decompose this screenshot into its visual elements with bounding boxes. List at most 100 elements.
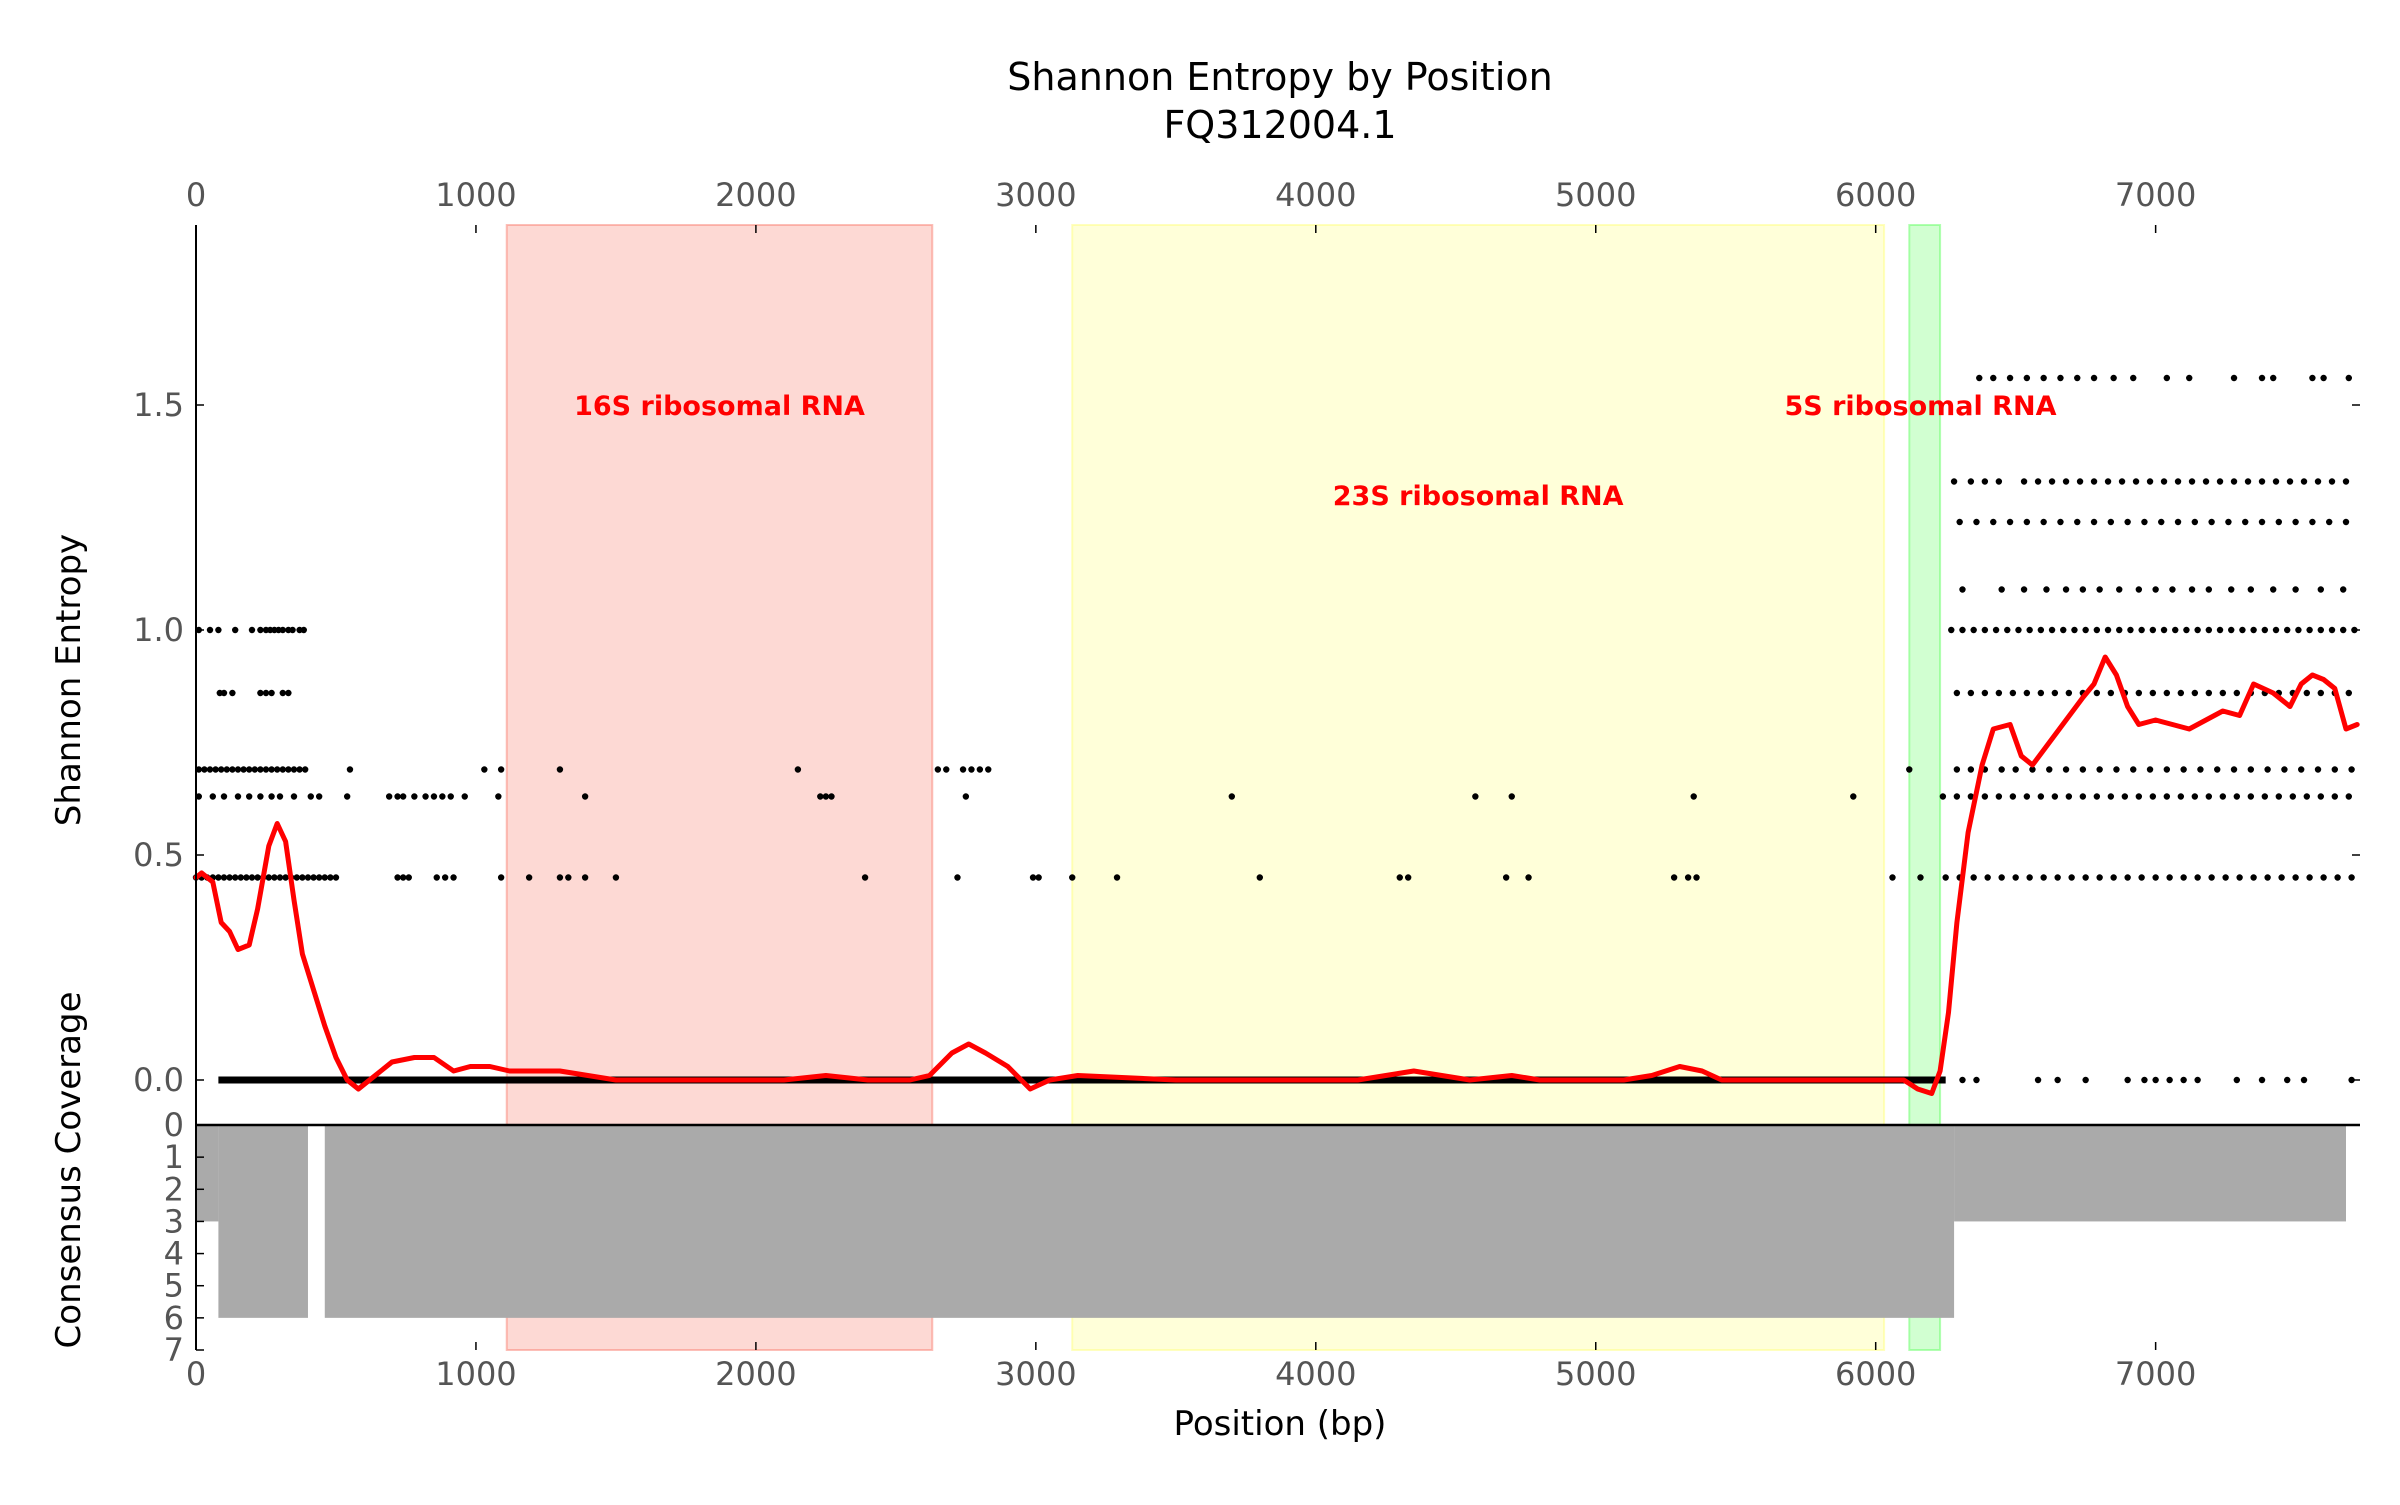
scatter-point-182 bbox=[2093, 793, 2101, 800]
scatter-point-229 bbox=[1995, 689, 2003, 697]
scatter-point-193 bbox=[2247, 793, 2255, 800]
scatter-point-307 bbox=[2270, 586, 2277, 593]
scatter-point-385 bbox=[2082, 1076, 2089, 1084]
scatter-point-131 bbox=[1256, 874, 1264, 881]
scatter-point-41 bbox=[296, 766, 303, 773]
scatter-point-121 bbox=[556, 874, 564, 881]
scatter-point-206 bbox=[2029, 766, 2036, 773]
scatter-point-199 bbox=[2331, 793, 2339, 800]
scatter-point-81 bbox=[962, 793, 970, 800]
scatter-point-218 bbox=[2230, 766, 2238, 773]
scatter-point-187 bbox=[2163, 793, 2171, 800]
scatter-point-262 bbox=[2026, 626, 2033, 634]
scatter-point-234 bbox=[2065, 689, 2073, 697]
scatter-point-362 bbox=[2342, 478, 2350, 485]
scatter-point-381 bbox=[1959, 1076, 1966, 1084]
scatter-point-391 bbox=[2194, 1076, 2201, 1084]
scatter-point-261 bbox=[2015, 626, 2022, 634]
scatter-point-271 bbox=[2127, 626, 2134, 634]
x-tick-top-4: 4000 bbox=[1275, 176, 1356, 214]
scatter-point-243 bbox=[2191, 689, 2199, 697]
scatter-point-145 bbox=[1998, 874, 2005, 881]
scatter-point-5 bbox=[257, 626, 264, 634]
scatter-point-95 bbox=[237, 874, 244, 881]
scatter-point-278 bbox=[2205, 626, 2213, 634]
region-label-0: 16S ribosomal RNA bbox=[574, 391, 865, 422]
scatter-point-114 bbox=[399, 874, 407, 881]
coverage-bar-4 bbox=[1954, 1125, 2347, 1222]
scatter-point-323 bbox=[2158, 518, 2165, 526]
scatter-point-21 bbox=[279, 689, 286, 697]
scatter-point-27 bbox=[217, 766, 225, 773]
scatter-point-36 bbox=[268, 766, 275, 773]
scatter-point-74 bbox=[447, 793, 454, 800]
scatter-point-157 bbox=[2166, 874, 2173, 881]
scatter-point-230 bbox=[2009, 689, 2017, 697]
scatter-point-214 bbox=[2163, 766, 2171, 773]
x-tick-top-6: 6000 bbox=[1835, 176, 1916, 214]
x-tick-bottom-5: 5000 bbox=[1555, 1355, 1636, 1393]
scatter-point-25 bbox=[206, 766, 214, 773]
scatter-point-117 bbox=[441, 874, 449, 881]
scatter-point-45 bbox=[497, 766, 505, 773]
scatter-point-2 bbox=[215, 626, 222, 634]
scatter-point-258 bbox=[1981, 626, 1989, 634]
scatter-point-321 bbox=[2124, 518, 2131, 526]
x-axis-title: Position (bp) bbox=[1174, 1404, 1387, 1444]
scatter-point-268 bbox=[2093, 626, 2101, 634]
scatter-point-374 bbox=[2186, 374, 2193, 382]
scatter-point-213 bbox=[2146, 766, 2154, 773]
scatter-point-205 bbox=[2012, 766, 2019, 773]
scatter-point-101 bbox=[271, 874, 278, 881]
scatter-point-212 bbox=[2130, 766, 2137, 773]
scatter-point-46 bbox=[556, 766, 564, 773]
scatter-point-371 bbox=[2110, 374, 2117, 382]
scatter-point-359 bbox=[2300, 478, 2308, 485]
scatter-point-289 bbox=[2328, 626, 2336, 634]
scatter-point-181 bbox=[2079, 793, 2087, 800]
scatter-point-167 bbox=[2306, 874, 2313, 881]
scatter-point-188 bbox=[2177, 793, 2185, 800]
scatter-point-130 bbox=[1113, 874, 1121, 881]
y-tick-0: 0.0 bbox=[133, 1061, 184, 1099]
coverage-tick-5: 5 bbox=[164, 1267, 184, 1305]
scatter-point-360 bbox=[2314, 478, 2322, 485]
scatter-point-254 bbox=[2345, 689, 2353, 697]
scatter-point-184 bbox=[2121, 793, 2129, 800]
scatter-point-353 bbox=[2216, 478, 2224, 485]
scatter-point-292 bbox=[1959, 586, 1966, 593]
scatter-point-354 bbox=[2230, 478, 2238, 485]
scatter-point-68 bbox=[394, 793, 401, 800]
scatter-point-83 bbox=[1472, 793, 1479, 800]
scatter-point-32 bbox=[245, 766, 253, 773]
scatter-point-239 bbox=[2135, 689, 2143, 697]
scatter-point-133 bbox=[1404, 874, 1412, 881]
scatter-point-48 bbox=[934, 766, 942, 773]
scatter-point-373 bbox=[2163, 374, 2171, 382]
scatter-point-56 bbox=[209, 793, 216, 800]
scatter-point-33 bbox=[251, 766, 258, 773]
scatter-point-153 bbox=[2110, 874, 2117, 881]
x-tick-top-3: 3000 bbox=[995, 176, 1076, 214]
scatter-point-111 bbox=[327, 874, 334, 881]
scatter-point-42 bbox=[301, 766, 309, 773]
scatter-point-383 bbox=[2034, 1076, 2042, 1084]
scatter-point-58 bbox=[234, 793, 242, 800]
scatter-point-306 bbox=[2247, 586, 2255, 593]
scatter-point-356 bbox=[2258, 478, 2266, 485]
scatter-point-14 bbox=[300, 626, 307, 634]
scatter-point-220 bbox=[2264, 766, 2271, 773]
scatter-point-298 bbox=[2096, 586, 2103, 593]
scatter-point-140 bbox=[1917, 874, 1924, 881]
scatter-point-125 bbox=[861, 874, 869, 881]
scatter-point-313 bbox=[1990, 518, 1997, 526]
scatter-point-37 bbox=[273, 766, 281, 773]
scatter-point-290 bbox=[2340, 626, 2347, 634]
scatter-point-115 bbox=[405, 874, 412, 881]
scatter-point-300 bbox=[2135, 586, 2143, 593]
scatter-point-12 bbox=[289, 626, 296, 634]
scatter-point-375 bbox=[2230, 374, 2238, 382]
scatter-point-352 bbox=[2202, 478, 2210, 485]
scatter-point-231 bbox=[2023, 689, 2031, 697]
